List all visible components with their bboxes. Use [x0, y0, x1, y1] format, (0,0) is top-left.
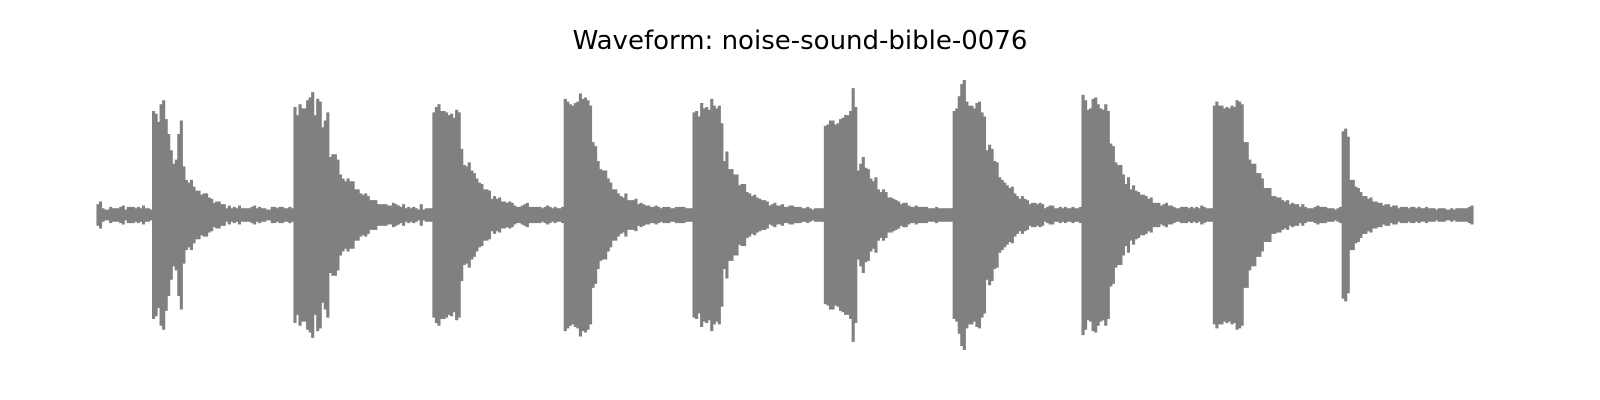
chart-title: Waveform: noise-sound-bible-0076 — [572, 26, 1028, 56]
waveform-bars — [96, 80, 1474, 350]
